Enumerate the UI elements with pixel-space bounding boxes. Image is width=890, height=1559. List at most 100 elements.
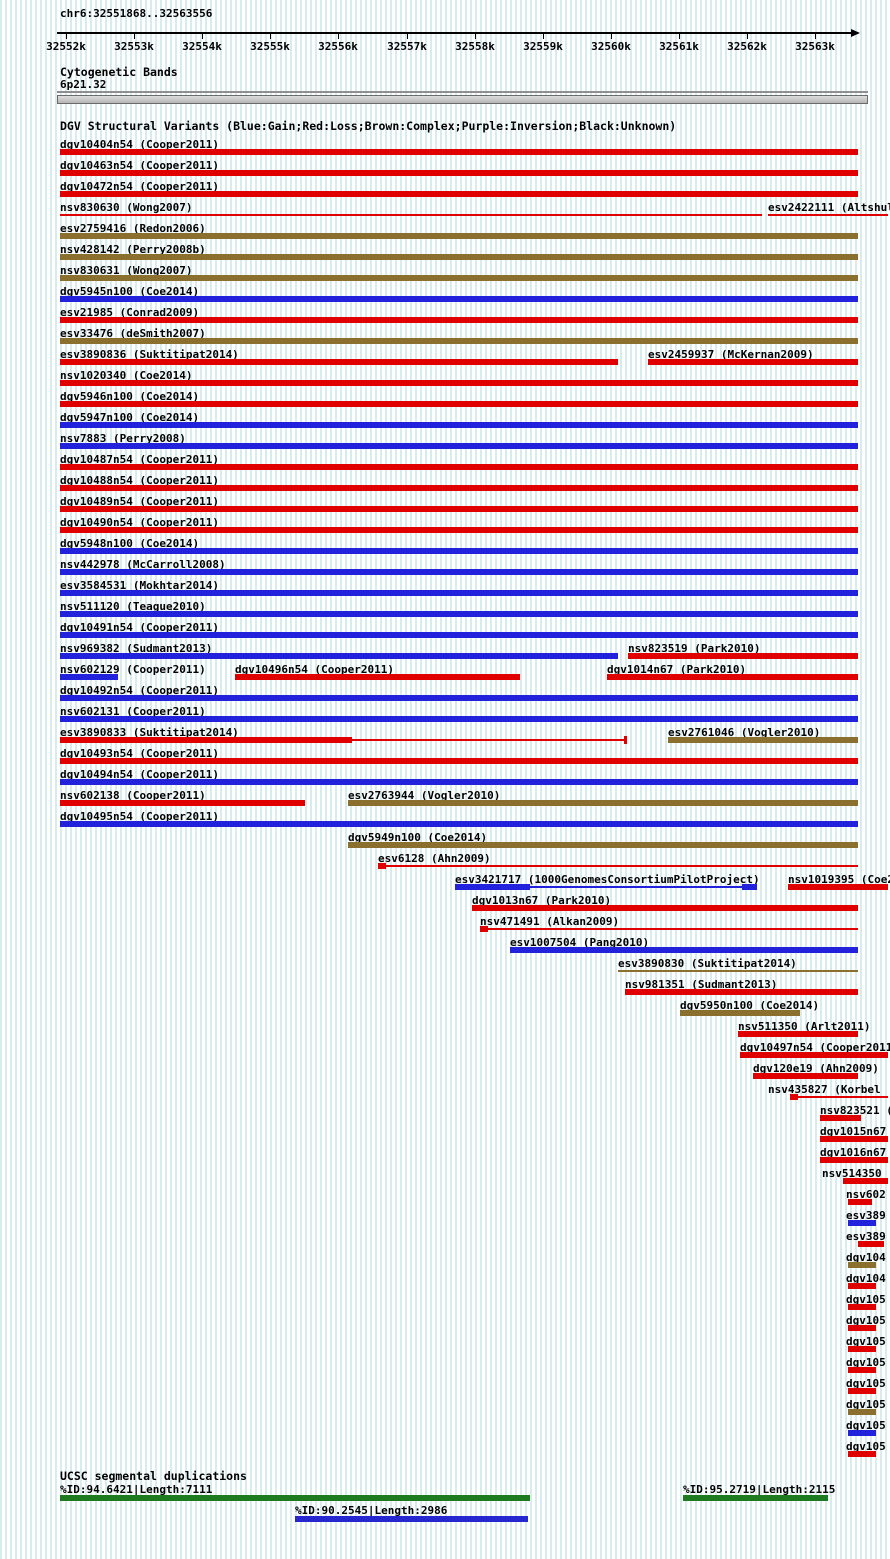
variant-bar[interactable] — [235, 674, 520, 680]
variant-bar[interactable] — [820, 1157, 888, 1163]
variant-bar[interactable] — [60, 821, 858, 827]
variant-bar[interactable] — [60, 191, 858, 197]
variant-label[interactable]: esv3584531 (Mokhtar2014) — [60, 580, 219, 592]
variant-label[interactable]: dgv105 — [846, 1294, 886, 1306]
variant-bar[interactable] — [60, 401, 858, 407]
variant-label[interactable]: nsv435827 (Korbel — [768, 1084, 881, 1096]
variant-label[interactable]: nsv823521 ( — [820, 1105, 890, 1117]
variant-label[interactable]: nsv830630 (Wong2007) — [60, 202, 193, 214]
variant-bar[interactable] — [60, 527, 858, 533]
variant-bar[interactable] — [628, 653, 858, 659]
variant-bar[interactable] — [820, 1115, 861, 1121]
variant-bar[interactable] — [472, 905, 858, 911]
variant-label[interactable]: dgv5949n100 (Coe2014) — [348, 832, 488, 844]
variant-bar[interactable] — [60, 590, 858, 596]
variant-bar[interactable] — [378, 863, 386, 869]
variant-bar[interactable] — [680, 1010, 800, 1016]
variant-bar[interactable] — [60, 422, 858, 428]
variant-bar[interactable] — [848, 1283, 876, 1289]
variant-bar[interactable] — [648, 359, 858, 365]
variant-bar[interactable] — [790, 1094, 798, 1100]
variant-bar[interactable] — [788, 884, 888, 890]
variant-label[interactable]: nsv471491 (Alkan2009) — [480, 916, 620, 928]
variant-label[interactable]: nsv602129 (Cooper2011) — [60, 664, 206, 676]
variant-label[interactable]: dgv104 — [846, 1252, 886, 1264]
variant-label[interactable]: dgv5947n100 (Coe2014) — [60, 412, 200, 424]
variant-label[interactable]: nsv511120 (Teague2010) — [60, 601, 206, 613]
variant-bar[interactable] — [858, 1241, 884, 1247]
variant-label[interactable]: esv3890830 (Suktitipat2014) — [618, 958, 797, 970]
variant-bar[interactable] — [60, 170, 858, 176]
variant-bar[interactable] — [348, 842, 858, 848]
variant-label[interactable]: dgv105 — [846, 1420, 886, 1432]
variant-label[interactable]: dgv10491n54 (Cooper2011) — [60, 622, 219, 634]
variant-label[interactable]: dgv1013n67 (Park2010) — [472, 895, 612, 907]
variant-label[interactable]: nsv602131 (Cooper2011) — [60, 706, 206, 718]
variant-label[interactable]: esv3890836 (Suktitipat2014) — [60, 349, 239, 361]
variant-label[interactable]: esv3890833 (Suktitipat2014) — [60, 727, 239, 739]
variant-bar[interactable] — [60, 443, 858, 449]
variant-label[interactable]: dgv1016n67 — [820, 1147, 887, 1159]
variant-bar[interactable] — [60, 485, 858, 491]
variant-bar[interactable] — [848, 1367, 876, 1373]
variant-bar[interactable] — [848, 1430, 876, 1436]
variant-bar[interactable] — [625, 989, 858, 995]
variant-label[interactable]: dgv10496n54 (Cooper2011) — [235, 664, 394, 676]
variant-bar[interactable] — [60, 779, 858, 785]
variant-label[interactable]: dgv10495n54 (Cooper2011) — [60, 811, 219, 823]
variant-bar[interactable] — [348, 800, 858, 806]
variant-bar[interactable] — [60, 506, 858, 512]
variant-bar[interactable] — [848, 1220, 876, 1226]
variant-label[interactable]: dgv105 — [846, 1399, 886, 1411]
variant-label[interactable]: esv3421717 (1000GenomesConsortiumPilotPr… — [455, 874, 760, 886]
segdup-bar[interactable] — [60, 1495, 530, 1501]
variant-label[interactable]: nsv442978 (McCarroll2008) — [60, 559, 226, 571]
variant-label[interactable]: nsv969382 (Sudmant2013) — [60, 643, 213, 655]
variant-label[interactable]: dgv10463n54 (Cooper2011) — [60, 160, 219, 172]
variant-label[interactable]: esv2763944 (Vogler2010) — [348, 790, 501, 802]
variant-label[interactable]: esv6128 (Ahn2009) — [378, 853, 491, 865]
variant-bar[interactable] — [60, 380, 858, 386]
variant-bar[interactable] — [60, 800, 305, 806]
variant-label[interactable]: dgv10490n54 (Cooper2011) — [60, 517, 219, 529]
variant-bar[interactable] — [480, 926, 488, 932]
variant-label[interactable]: dgv105 — [846, 1315, 886, 1327]
variant-bar[interactable] — [848, 1346, 876, 1352]
variant-bar[interactable] — [386, 865, 858, 867]
variant-label[interactable]: dgv10492n54 (Cooper2011) — [60, 685, 219, 697]
variant-bar[interactable] — [530, 886, 742, 888]
variant-bar[interactable] — [768, 214, 888, 216]
variant-label[interactable]: nsv602138 (Cooper2011) — [60, 790, 206, 802]
variant-label[interactable]: dgv105 — [846, 1357, 886, 1369]
segdup-label[interactable]: %ID:95.2719|Length:2115 — [683, 1483, 836, 1496]
variant-bar[interactable] — [742, 884, 757, 890]
variant-label[interactable]: esv389 — [846, 1210, 886, 1222]
variant-label[interactable]: dgv10487n54 (Cooper2011) — [60, 454, 219, 466]
variant-label[interactable]: esv1007504 (Pang2010) — [510, 937, 650, 949]
variant-label[interactable]: esv33476 (deSmith2007) — [60, 328, 206, 340]
variant-label[interactable]: nsv428142 (Perry2008b) — [60, 244, 206, 256]
variant-bar[interactable] — [60, 716, 858, 722]
variant-label[interactable]: dgv10497n54 (Cooper2011) — [740, 1042, 890, 1054]
variant-bar[interactable] — [740, 1052, 888, 1058]
variant-label[interactable]: nsv7883 (Perry2008) — [60, 433, 186, 445]
variant-bar[interactable] — [60, 674, 118, 680]
variant-label[interactable]: nsv830631 (Wong2007) — [60, 265, 193, 277]
variant-label[interactable]: dgv10489n54 (Cooper2011) — [60, 496, 219, 508]
variant-bar[interactable] — [510, 947, 858, 953]
variant-label[interactable]: nsv602 — [846, 1189, 886, 1201]
variant-label[interactable]: dgv10472n54 (Cooper2011) — [60, 181, 219, 193]
variant-bar[interactable] — [60, 317, 858, 323]
variant-label[interactable]: esv21985 (Conrad2009) — [60, 307, 200, 319]
variant-bar[interactable] — [60, 632, 858, 638]
variant-label[interactable]: nsv1020340 (Coe2014) — [60, 370, 193, 382]
variant-bar[interactable] — [60, 758, 858, 764]
variant-bar[interactable] — [843, 1178, 888, 1184]
variant-bar[interactable] — [60, 611, 858, 617]
variant-bar[interactable] — [848, 1388, 876, 1394]
variant-label[interactable]: esv389 — [846, 1231, 886, 1243]
variant-label[interactable]: dgv1015n67 — [820, 1126, 887, 1138]
variant-label[interactable]: nsv511350 (Arlt2011) — [738, 1021, 871, 1033]
variant-label[interactable]: dgv1014n67 (Park2010) — [607, 664, 747, 676]
variant-bar[interactable] — [60, 569, 858, 575]
